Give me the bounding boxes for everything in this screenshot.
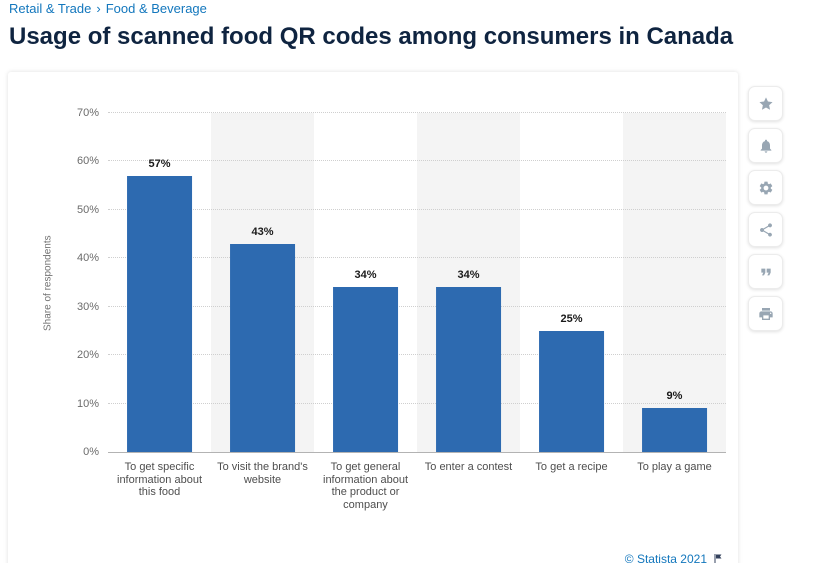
y-tick-label: 70% — [76, 107, 99, 119]
print-button[interactable] — [748, 296, 783, 331]
y-tick-label: 10% — [76, 397, 99, 410]
quote-icon — [760, 268, 771, 275]
gear-icon — [759, 181, 772, 194]
gridline — [108, 112, 726, 113]
bar[interactable] — [229, 243, 296, 452]
bell-icon — [760, 139, 771, 153]
share-icon — [759, 222, 772, 237]
chart-column: 25% — [520, 113, 623, 452]
y-tick-label: 30% — [76, 300, 99, 313]
flag-icon — [714, 554, 722, 563]
category-label: To get specific information about this f… — [117, 461, 202, 499]
y-tick-label: 20% — [76, 349, 99, 362]
gridline — [108, 160, 726, 162]
plot-area: 0% 10% 20% 30% 40% 50% 60% 70% 57% 43% 34% 34% 25% 9% — [77, 107, 726, 458]
chart-column: 34% — [417, 113, 520, 452]
breadcrumb-separator: › — [96, 1, 101, 16]
statista-copyright-link[interactable]: © Statista 2021 — [624, 552, 707, 563]
category-label: To visit the brand's website — [217, 461, 308, 486]
bar-value-label: 34% — [457, 269, 480, 282]
page-title: Usage of scanned food QR codes among con… — [9, 23, 734, 50]
share-button[interactable] — [748, 212, 783, 247]
chart-column: 57% — [108, 113, 211, 452]
breadcrumb: Retail & Trade › Food & Beverage — [9, 1, 207, 16]
bar[interactable] — [126, 175, 193, 452]
bar-value-label: 9% — [666, 390, 683, 403]
y-axis-title: Share of respondents — [42, 235, 54, 331]
star-icon — [758, 96, 773, 110]
chart-column: 43% — [211, 113, 314, 452]
favorite-button[interactable] — [748, 86, 783, 121]
chart-column: 9% — [623, 113, 726, 452]
bar[interactable] — [538, 330, 605, 452]
breadcrumb-link-food-beverage[interactable]: Food & Beverage — [105, 1, 207, 16]
y-tick-label: 40% — [76, 252, 99, 265]
cite-button[interactable] — [748, 254, 783, 289]
bar[interactable] — [332, 287, 399, 452]
gridline — [108, 402, 726, 404]
plot-band — [623, 113, 726, 452]
bar[interactable] — [435, 287, 502, 452]
y-tick-label: 0% — [83, 446, 99, 458]
y-tick-label: 50% — [76, 203, 99, 216]
action-toolbar — [748, 86, 783, 331]
category-label: To enter a contest — [424, 461, 513, 473]
bar-value-label: 43% — [251, 225, 274, 238]
chart-card: Share of respondents 0% 10% 20% 30% 40% 50% 60… — [8, 72, 738, 563]
category-label: To play a game — [637, 461, 712, 473]
printer-icon — [758, 307, 773, 320]
chart-column: 34% — [314, 113, 417, 452]
alerts-button[interactable] — [748, 128, 783, 163]
y-tick-label: 60% — [76, 155, 99, 168]
bar-value-label: 57% — [148, 157, 171, 170]
settings-button[interactable] — [748, 170, 783, 205]
gridline — [108, 257, 726, 259]
gridline — [108, 305, 726, 307]
bar-value-label: 34% — [354, 269, 377, 282]
bar-value-label: 25% — [560, 312, 583, 325]
category-label: To get a recipe — [535, 461, 608, 473]
category-label: To get general information about the pro… — [323, 461, 408, 511]
gridline — [108, 354, 726, 356]
gridline — [108, 208, 726, 210]
statista-copyright: © Statista 2021 — [625, 552, 724, 563]
bar[interactable] — [641, 408, 708, 452]
x-axis-labels: To get specific information about this f… — [108, 461, 726, 512]
breadcrumb-link-retail-trade[interactable]: Retail & Trade — [9, 1, 92, 16]
